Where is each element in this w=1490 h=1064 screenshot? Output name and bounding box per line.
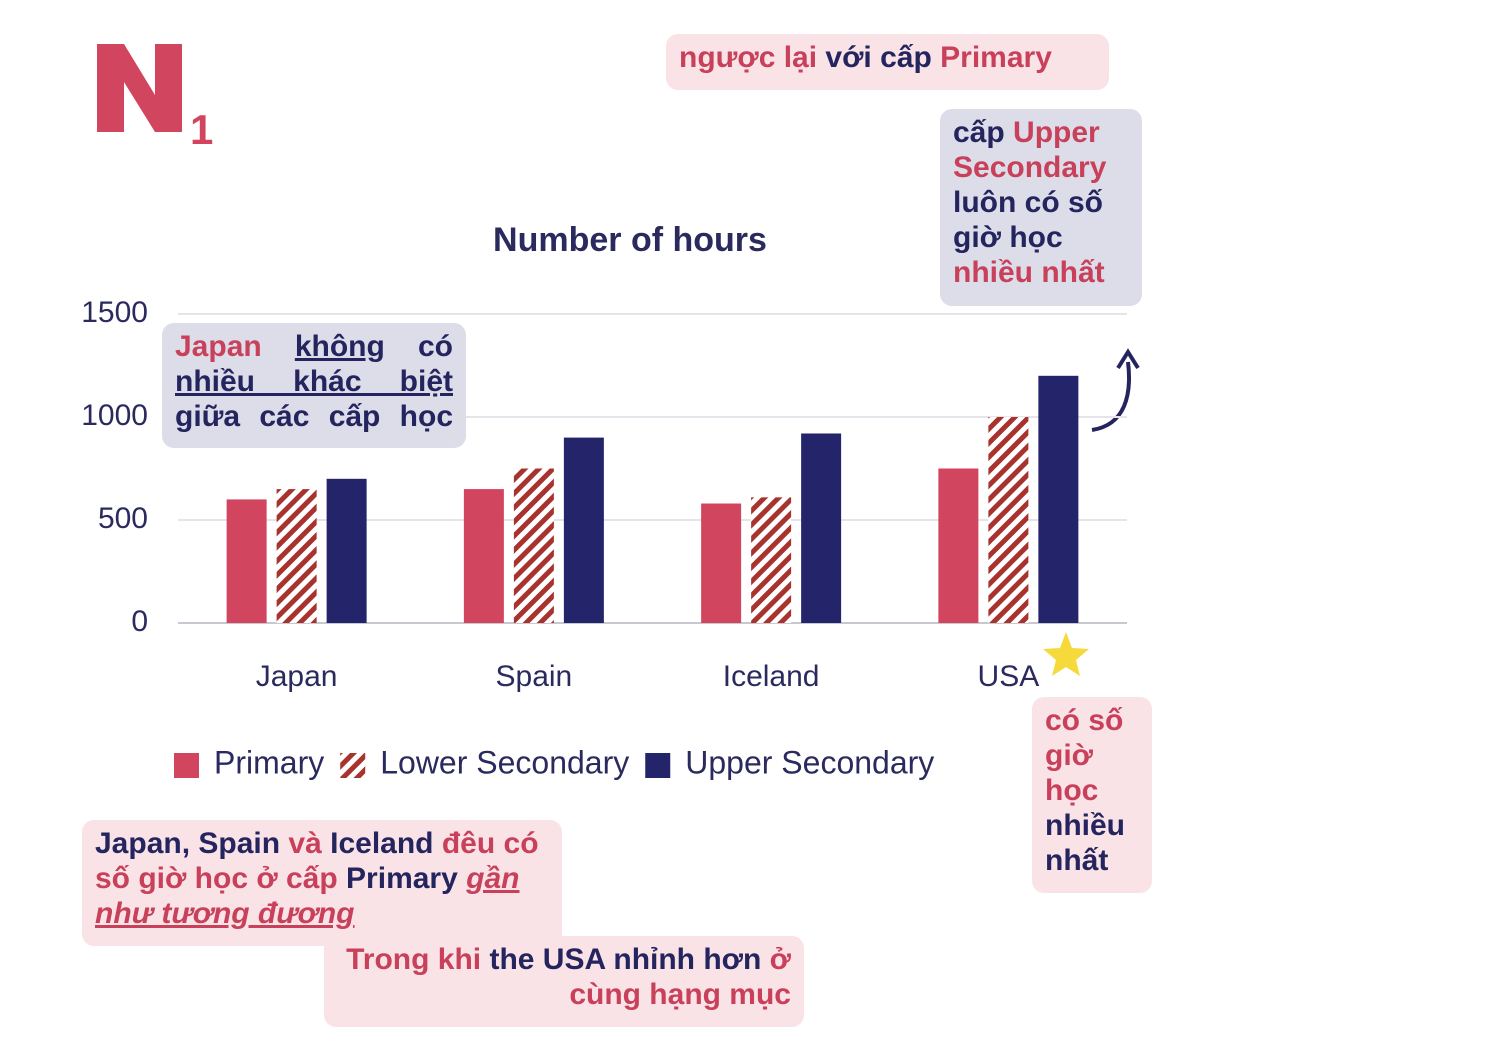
- annotation-text: ở cùng hạng mục: [569, 943, 791, 1011]
- annotation-text: ngược lại: [679, 41, 818, 74]
- annotation-text: với cấp: [825, 41, 932, 74]
- legend-swatch: [174, 753, 199, 778]
- annotation-text: cấp: [953, 116, 1005, 149]
- bar: [563, 437, 604, 623]
- legend-label: Upper Secondary: [685, 744, 934, 780]
- bar: [701, 503, 742, 623]
- annotation-text: nhỉnh hơn: [613, 943, 762, 976]
- annotation-text: Japan, Spain: [95, 827, 281, 860]
- annotation-text: the USA: [489, 943, 606, 976]
- annotation-text: Japan: [175, 330, 262, 363]
- annotation-text: và: [288, 827, 322, 860]
- logo-subscript: 1: [190, 106, 213, 153]
- annotation-text: luôn có số giờ học: [953, 186, 1103, 254]
- bar: [226, 499, 267, 623]
- annotation: Trong khi the USA nhỉnh hơn ở cùng hạng …: [324, 936, 804, 1027]
- annotation: Japan không có nhiều khác biệt giữa các …: [162, 323, 466, 448]
- annotation-text: Trong khi: [346, 943, 482, 976]
- x-tick-label: USA: [978, 660, 1040, 693]
- bar: [513, 468, 554, 623]
- arrow: [1091, 361, 1131, 432]
- bar: [463, 489, 504, 623]
- annotation-text: nhiều khác biệt: [175, 365, 453, 398]
- y-tick-label: 500: [98, 502, 148, 535]
- bar: [801, 433, 842, 623]
- arrow-head: [1116, 348, 1140, 370]
- annotation-text: Primary: [940, 41, 1052, 74]
- annotation-text: nhiều nhất: [953, 256, 1105, 289]
- logo-mark: [97, 75, 124, 132]
- y-tick-label: 1000: [81, 399, 148, 432]
- annotation-text: nhiều nhất: [1045, 809, 1125, 877]
- bar: [276, 489, 317, 623]
- y-tick-label: 1500: [81, 296, 148, 329]
- x-tick-label: Japan: [256, 660, 338, 693]
- annotation: Japan, Spain và Iceland đêu có số giờ họ…: [82, 820, 562, 946]
- legend-swatch: [340, 753, 366, 778]
- x-tick-label: Spain: [496, 660, 573, 693]
- star: [1043, 632, 1089, 676]
- annotation-text: không: [294, 330, 385, 363]
- chart-title: Number of hours: [493, 221, 767, 259]
- legend-label: Lower Secondary: [380, 744, 629, 780]
- annotation: cấp Upper Secondary luôn có số giờ học n…: [940, 109, 1142, 306]
- annotation-text: có: [417, 330, 453, 363]
- bar: [1038, 375, 1079, 623]
- annotation: ngược lại với cấp Primary: [666, 34, 1109, 90]
- annotation-text: Primary: [346, 862, 458, 895]
- bar: [326, 478, 367, 623]
- bar: [938, 468, 979, 623]
- legend-label: Primary: [214, 744, 324, 780]
- y-tick-label: 0: [131, 605, 148, 638]
- annotation-text: Iceland: [330, 827, 434, 860]
- annotation-text: gần như tương đương: [95, 862, 520, 930]
- annotation-text: Upper Secondary: [953, 116, 1107, 184]
- annotation-text: có số giờ học: [1045, 704, 1124, 807]
- annotation: có số giờ học nhiều nhất: [1032, 697, 1152, 893]
- x-tick-label: Iceland: [723, 660, 820, 693]
- bar: [988, 417, 1029, 623]
- bar: [751, 497, 792, 623]
- annotation-text: đêu có số giờ học ở cấp: [95, 827, 539, 895]
- annotation-text: giữa các cấp học: [175, 400, 453, 433]
- legend-swatch: [645, 753, 671, 778]
